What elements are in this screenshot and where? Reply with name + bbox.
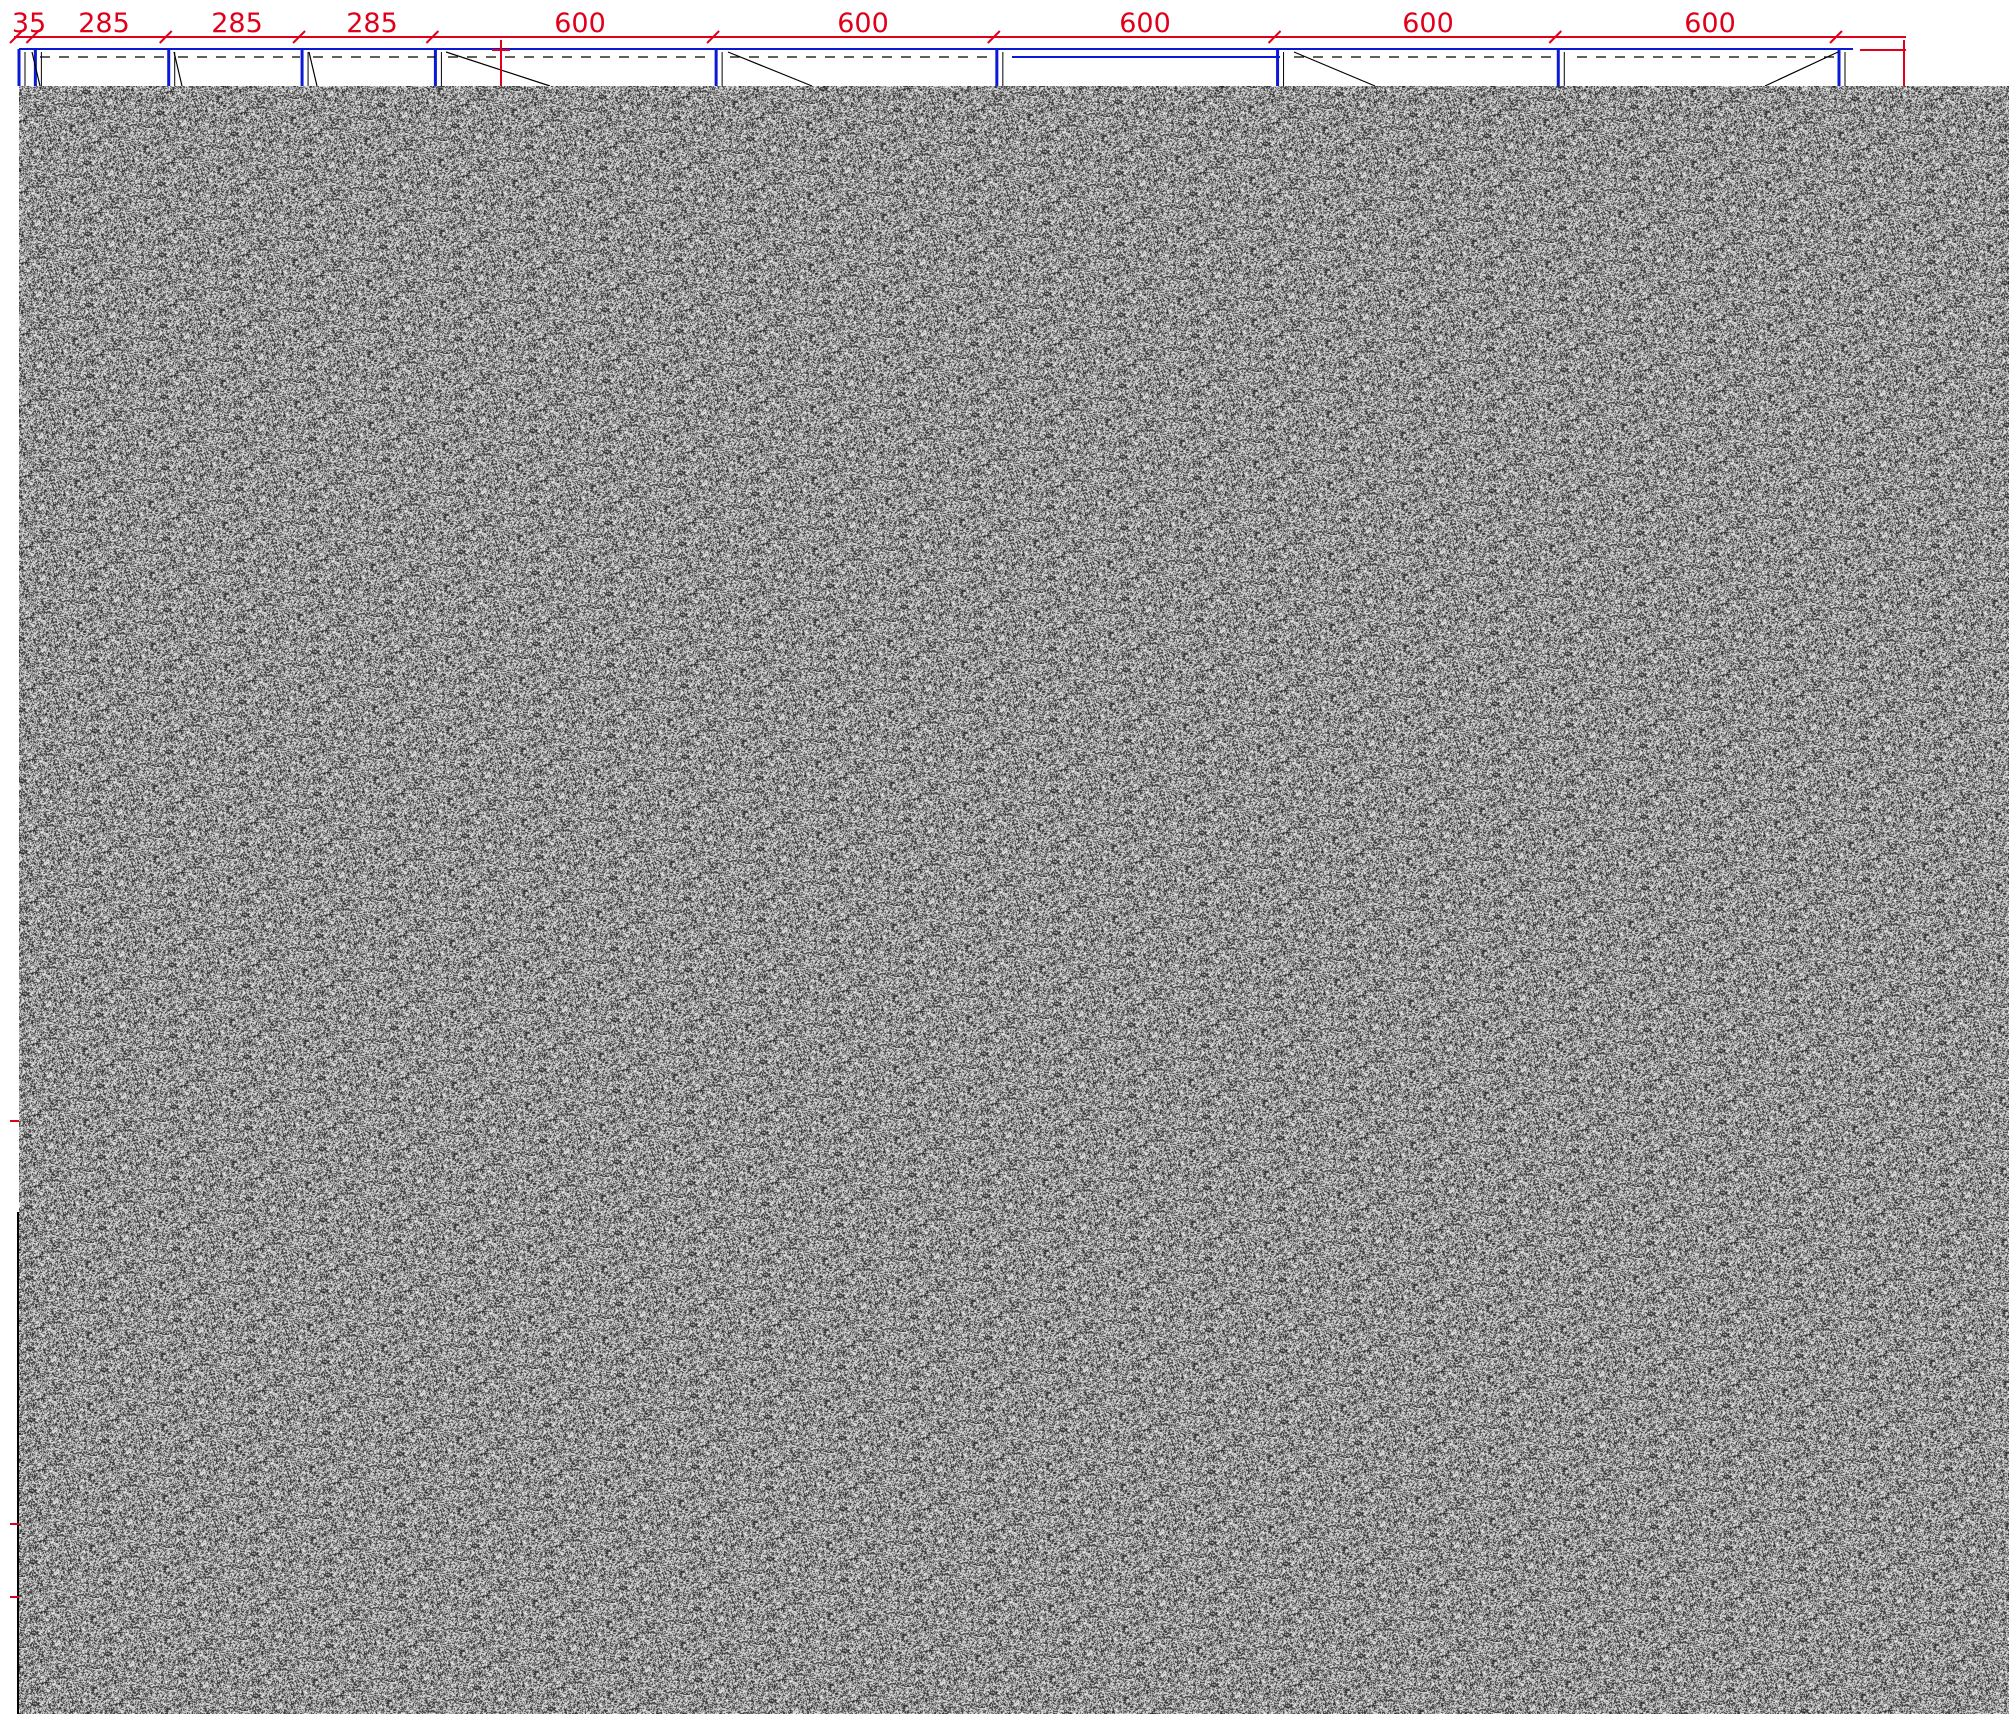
dimension-ticks: [9, 30, 1843, 44]
swing-line-3: [308, 51, 318, 87]
dimension-label-5: 600: [554, 8, 606, 39]
swing-line-6: [1293, 51, 1376, 87]
dimension-tick: [1548, 30, 1562, 44]
dimension-tick: [25, 30, 40, 44]
dimension-tick: [1267, 30, 1282, 44]
dimension-label-4: 285: [346, 8, 398, 39]
cabinet-dividers: [17, 49, 1846, 86]
dimension-label-9: 600: [1684, 8, 1736, 39]
dimension-label-8: 600: [1402, 8, 1454, 39]
dimension-labels: 35 285 285 285 600 600 600 600 600: [12, 8, 1736, 39]
dimension-tick: [1829, 30, 1843, 44]
swing-line-2: [173, 51, 183, 87]
noise-overlay: [19, 86, 2009, 1714]
dimension-tick: [9, 30, 23, 44]
swing-line-1: [31, 51, 41, 87]
dimension-tick: [292, 30, 306, 44]
dimension-tick: [159, 30, 173, 44]
dimension-label-6: 600: [837, 8, 889, 39]
dimension-label-2: 285: [78, 8, 130, 39]
dimension-label-7: 600: [1119, 8, 1171, 39]
swing-line-7: [1764, 51, 1839, 87]
dimension-tick: [987, 30, 1001, 44]
dimension-tick: [425, 30, 440, 44]
swing-line-5: [727, 51, 813, 87]
door-swing-lines: [31, 51, 1839, 87]
dimension-label-3: 285: [211, 8, 263, 39]
dimension-label-1: 35: [12, 8, 46, 39]
cabinet-run: [19, 48, 1853, 58]
swing-line-4: [445, 51, 551, 87]
dimension-tick: [706, 30, 720, 44]
